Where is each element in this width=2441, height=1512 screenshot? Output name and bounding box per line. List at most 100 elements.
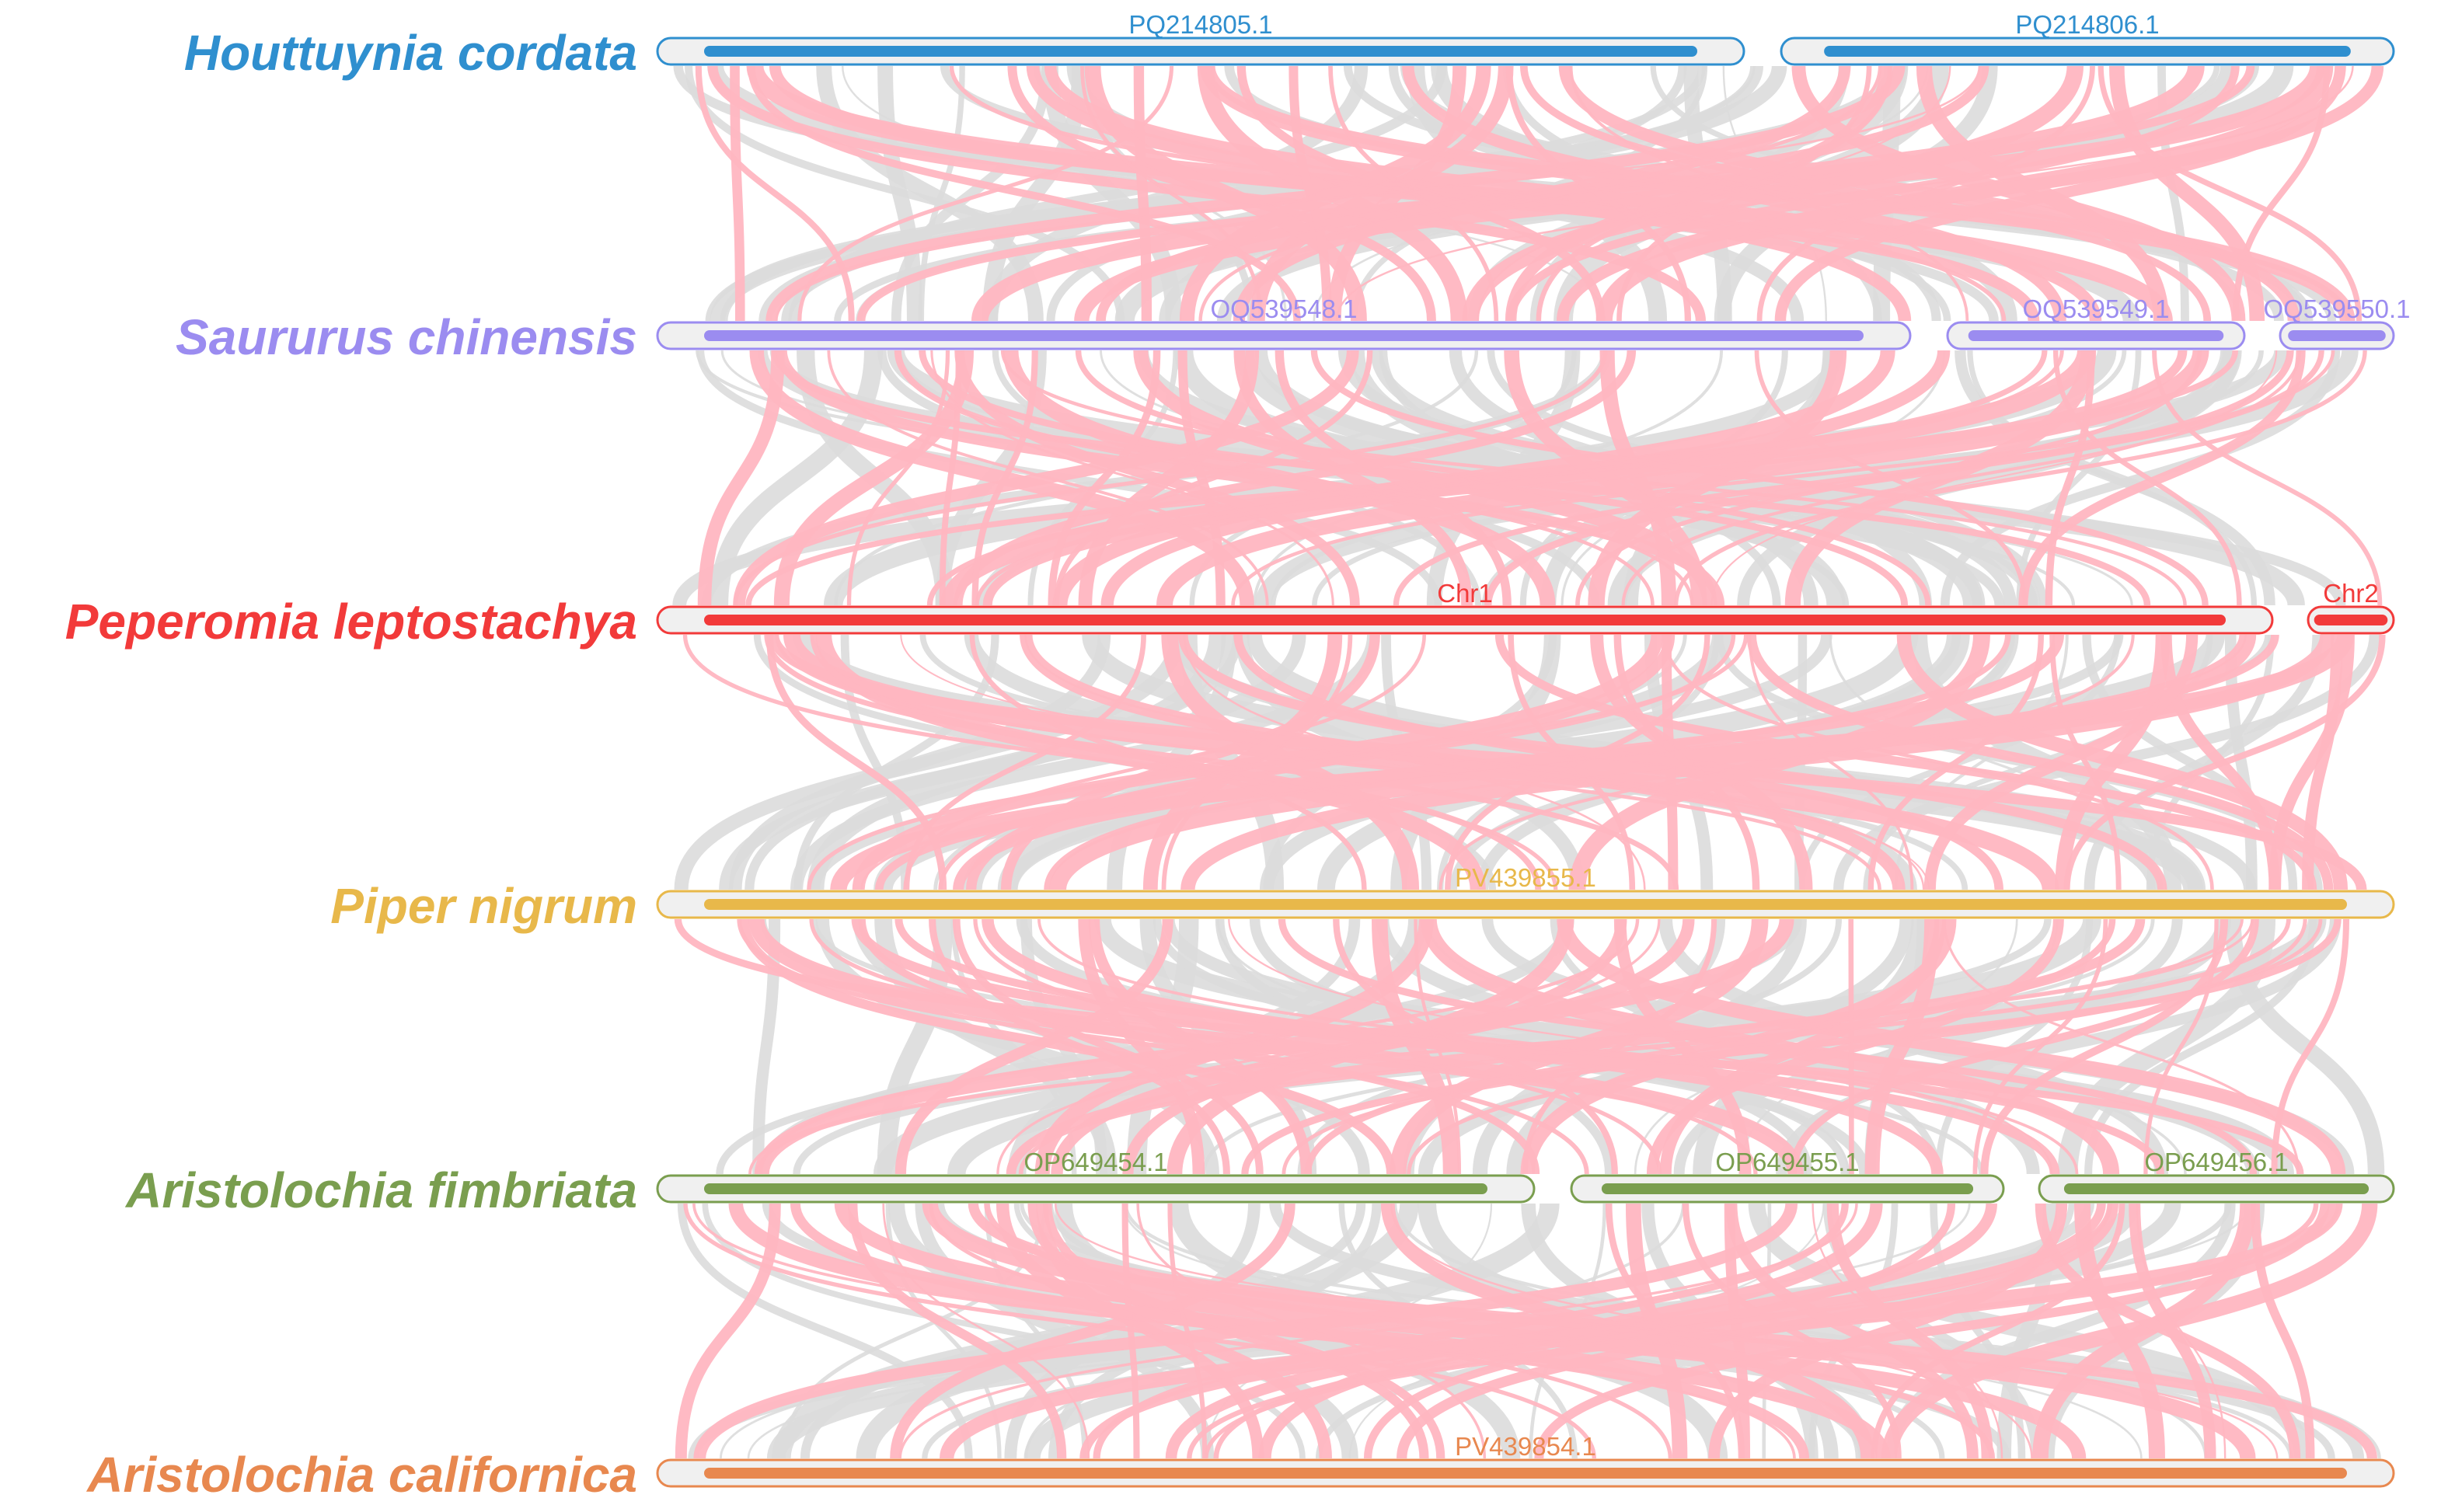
sequence-label-oq539548-1: OQ539548.1	[1211, 294, 1358, 323]
collinearity-link	[949, 65, 2007, 322]
collinearity-link	[930, 350, 1334, 606]
collinearity-link	[1166, 918, 1574, 1175]
collinearity-link	[674, 634, 1185, 890]
collinearity-link	[2045, 350, 2095, 606]
collinearity-link	[1080, 65, 1263, 322]
collinearity-link	[1829, 634, 2156, 890]
collinearity-link	[2232, 65, 2330, 322]
collinearity-link	[975, 350, 2064, 606]
sequence-bar-oq539548-1	[704, 330, 1864, 341]
sequence-bar-pv439855-1	[704, 899, 2347, 910]
collinearity-link	[877, 65, 922, 322]
sequence-oq539549-1: OQ539549.1	[1946, 294, 2246, 350]
collinearity-link	[1710, 350, 2278, 606]
sequence-label-op649456-1: OP649456.1	[2144, 1148, 2288, 1176]
collinearity-link	[851, 918, 2060, 1175]
collinearity-link	[693, 1203, 1798, 1459]
collinearity-link	[1275, 350, 1512, 606]
collinearity-link	[877, 918, 954, 1175]
highlighted-links	[674, 64, 2386, 1460]
collinearity-link	[1167, 1203, 1208, 1459]
collinearity-link	[2109, 65, 2265, 322]
collinearity-link	[1233, 350, 1473, 606]
collinearity-link	[1789, 918, 2259, 1175]
sequence-bar-oq539550-1	[2288, 330, 2386, 341]
collinearity-link	[2271, 918, 2349, 1175]
collinearity-link	[1133, 65, 1153, 322]
sequence-bar-pq214805-1	[704, 46, 1697, 57]
sequence-oq539550-1: OQ539550.1	[2264, 294, 2411, 350]
collinearity-link	[2098, 65, 2363, 322]
collinearity-link	[1673, 350, 2367, 606]
collinearity-link	[1420, 918, 2120, 1175]
collinearity-link	[807, 634, 1749, 890]
collinearity-link	[1923, 634, 2199, 890]
species-label-peperomia-leptostachya: Peperomia leptostachya	[65, 594, 637, 650]
collinearity-link	[765, 634, 947, 890]
collinearity-link	[1156, 349, 2209, 607]
collinearity-link	[894, 918, 1173, 1175]
collinearity-link	[939, 350, 962, 606]
collinearity-link	[1746, 634, 2334, 890]
species-label-saururus-chinensis: Saururus chinensis	[176, 309, 637, 365]
sequence-bar-chr1	[704, 615, 2226, 625]
species-label-piper-nigrum: Piper nigrum	[330, 878, 637, 934]
collinearity-link	[775, 634, 1881, 890]
collinearity-link	[710, 350, 883, 606]
collinearity-link	[1941, 350, 2341, 606]
collinearity-link	[1048, 350, 1161, 606]
collinearity-link	[929, 918, 1230, 1175]
collinearity-link	[749, 350, 1254, 606]
collinearity-link	[834, 1202, 2087, 1460]
collinearity-link	[848, 1203, 1067, 1459]
sequence-label-pv439855-1: PV439855.1	[1455, 863, 1596, 892]
sequence-label-oq539549-1: OQ539549.1	[2023, 294, 2170, 323]
collinearity-link	[1569, 65, 1969, 322]
collinearity-link	[675, 1203, 781, 1459]
labels-layer: Houttuynia cordata Saururus chinensis Pepe…	[65, 25, 637, 1503]
sequence-label-op649455-1: OP649455.1	[1715, 1148, 1859, 1176]
collinearity-link	[1006, 918, 2146, 1175]
collinearity-link	[954, 350, 1360, 606]
collinearity-link	[1556, 65, 2384, 322]
sequence-bar-op649454-1	[704, 1183, 1487, 1194]
sequence-label-pq214805-1: PQ214805.1	[1128, 10, 1272, 39]
collinearity-link	[1867, 634, 2044, 890]
sequence-pv439854-1: PV439854.1	[656, 1432, 2395, 1488]
collinearity-link	[1896, 634, 2349, 890]
sequence-bar-oq539549-1	[1968, 330, 2224, 341]
collinearity-link	[683, 1203, 1596, 1459]
collinearity-link	[2224, 634, 2258, 890]
collinearity-link	[1504, 350, 1707, 606]
collinearity-link	[1288, 65, 1332, 322]
collinearity-link	[797, 65, 1174, 322]
collinearity-link	[1079, 1203, 2106, 1459]
collinearity-link	[1393, 350, 2324, 606]
collinearity-link	[1133, 350, 1717, 606]
collinearity-link	[890, 1203, 1295, 1459]
collinearity-link	[858, 918, 1540, 1175]
sequence-label-chr1: Chr1	[1437, 579, 1493, 608]
collinearity-link	[1213, 1203, 2112, 1459]
tracks-layer: PQ214805.1 PQ214806.1 OQ539548.1 OQ539549.1…	[656, 10, 2411, 1488]
collinearity-link	[900, 634, 1930, 890]
collinearity-link	[733, 350, 1359, 606]
collinearity-link	[1310, 350, 2209, 606]
collinearity-link	[1335, 65, 2354, 322]
sequence-chr2: Chr2	[2307, 579, 2395, 635]
species-label-houttuynia-cordata: Houttuynia cordata	[184, 25, 637, 81]
collinearity-link	[1505, 65, 1692, 322]
collinearity-link	[1784, 350, 2097, 606]
collinearity-link	[954, 350, 1637, 606]
species-label-aristolochia-fimbriata: Aristolochia fimbriata	[124, 1162, 637, 1218]
species-label-aristolochia-californica: Aristolochia californica	[85, 1447, 637, 1503]
collinearity-link	[1791, 65, 2246, 322]
collinearity-link	[1506, 65, 2240, 322]
collinearity-link	[1505, 65, 1892, 322]
sequence-label-oq539550-1: OQ539550.1	[2264, 294, 2411, 323]
collinearity-link	[1390, 1203, 2033, 1459]
collinearity-link	[2129, 1203, 2216, 1459]
collinearity-link	[1916, 65, 2170, 322]
collinearity-link	[952, 918, 1264, 1175]
collinearity-link	[730, 65, 745, 322]
